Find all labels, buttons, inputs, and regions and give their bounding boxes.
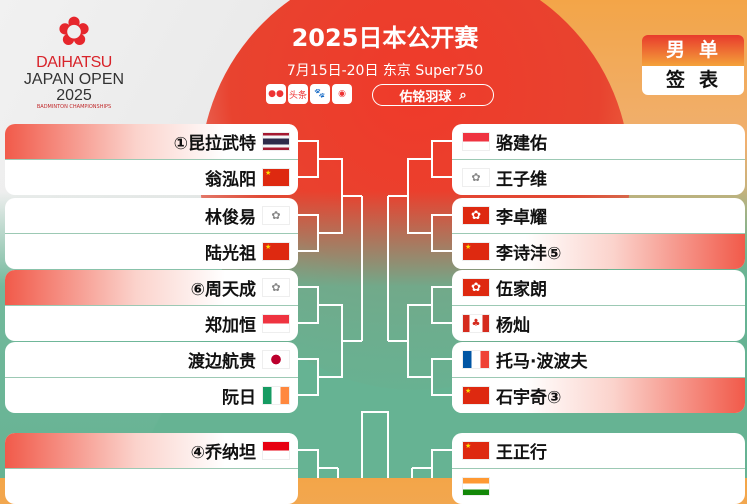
flag-ca-icon: ♣: [462, 314, 490, 333]
badge-bottom: 签表: [642, 66, 744, 95]
player-name: 王正行: [496, 443, 547, 463]
player-row[interactable]: ✿ 李卓耀: [452, 198, 745, 233]
social-icons: ●● 头条 🐾 ◉: [266, 84, 352, 104]
player-name: 骆建佑: [496, 134, 547, 154]
player-row[interactable]: 石宇奇③: [452, 377, 745, 413]
player-row[interactable]: ④乔纳坦: [5, 433, 298, 468]
flag-hk-icon: ✿: [462, 278, 490, 297]
player-name: ①昆拉武特: [173, 134, 256, 154]
player-row[interactable]: 郑加恒: [5, 305, 298, 341]
player-row[interactable]: 翁泓阳: [5, 159, 298, 195]
player-row[interactable]: 渡边航贵: [5, 342, 298, 377]
match-card: ①昆拉武特翁泓阳: [5, 124, 298, 195]
player-row[interactable]: 王正行: [452, 433, 745, 468]
flower-logo-icon: ✿: [57, 9, 91, 55]
player-row[interactable]: [5, 468, 298, 504]
player-row[interactable]: 骆建佑: [452, 124, 745, 159]
player-name: 阮日: [222, 388, 256, 408]
player-name: ⑥周天成: [190, 280, 256, 300]
player-name: 李卓耀: [496, 208, 547, 228]
flag-fr-icon: [462, 350, 490, 369]
flag-cn-icon: [262, 242, 290, 261]
player-name: 翁泓阳: [205, 170, 256, 190]
headline-icon[interactable]: 头条: [288, 84, 308, 104]
match-card: ✿ 伍家朗 ♣ 杨灿: [452, 270, 745, 341]
flag-th-icon: [262, 132, 290, 151]
category-badge: 男单 签表: [642, 35, 744, 95]
flag-cn-icon: [262, 168, 290, 187]
match-card: 骆建佑 ✿ 王子维: [452, 124, 745, 195]
player-name: 李诗沣⑤: [496, 244, 562, 264]
player-row[interactable]: 陆光祖: [5, 233, 298, 269]
logo-brand: DAIHATSU: [36, 54, 112, 71]
logo-sub: BADMINTON CHAMPIONSHIPS: [36, 104, 112, 110]
player-row[interactable]: ✿ 伍家朗: [452, 270, 745, 305]
player-row[interactable]: ⑥周天成 ✿: [5, 270, 298, 305]
badge-top: 男单: [642, 35, 744, 66]
player-name: 陆光祖: [205, 244, 256, 264]
daihatsu-logo: ✿ DAIHATSU JAPAN OPEN 2025 BADMINTON CHA…: [4, 10, 144, 110]
player-name: 林俊易: [205, 208, 256, 228]
player-row[interactable]: ✿ 王子维: [452, 159, 745, 195]
flag-ie-icon: [262, 386, 290, 405]
flag-id-icon: [262, 441, 290, 460]
player-name: 郑加恒: [205, 316, 256, 336]
logo-event: JAPAN OPEN 2025: [23, 71, 125, 104]
search-icon: ⌕: [459, 87, 467, 103]
toutiao-icon[interactable]: ●●: [266, 84, 286, 104]
flag-jp-icon: [262, 350, 290, 369]
match-card: ⑥周天成 ✿ 郑加恒: [5, 270, 298, 341]
player-name: 王子维: [496, 170, 547, 190]
page-title: 2025日本公开赛: [291, 24, 479, 52]
flag-tpe-icon: ✿: [262, 278, 290, 297]
match-card: ④乔纳坦: [5, 433, 298, 504]
flag-sg-icon: [262, 314, 290, 333]
event-subtitle: 7月15日-20日 东京 Super750: [286, 63, 484, 79]
player-row[interactable]: 林俊易 ✿: [5, 198, 298, 233]
player-row[interactable]: ♣ 杨灿: [452, 305, 745, 341]
flag-hk-icon: ✿: [462, 206, 490, 225]
player-row[interactable]: ①昆拉武特: [5, 124, 298, 159]
match-card: 王正行: [452, 433, 745, 504]
flag-cn-icon: [462, 386, 490, 405]
flag-tpe-icon: ✿: [262, 206, 290, 225]
match-card: 托马·波波夫石宇奇③: [452, 342, 745, 413]
player-name: 石宇奇③: [496, 388, 562, 408]
search-box[interactable]: 佑铭羽球 ⌕: [372, 84, 494, 106]
search-label: 佑铭羽球: [399, 89, 452, 105]
player-row[interactable]: 阮日: [5, 377, 298, 413]
player-name: 伍家朗: [496, 280, 547, 300]
match-card: 林俊易 ✿ 陆光祖: [5, 198, 298, 269]
flag-tpe-icon: ✿: [462, 168, 490, 187]
weibo-icon[interactable]: ◉: [332, 84, 352, 104]
player-row[interactable]: 李诗沣⑤: [452, 233, 745, 269]
flag-cn-icon: [462, 441, 490, 460]
player-name: 渡边航贵: [188, 352, 256, 372]
baidu-icon[interactable]: 🐾: [310, 84, 330, 104]
player-name: 托马·波波夫: [496, 352, 588, 372]
match-card: 渡边航贵阮日: [5, 342, 298, 413]
flag-cn-icon: [462, 242, 490, 261]
bracket-lines: [0, 0, 747, 478]
player-name: 杨灿: [496, 316, 530, 336]
player-row[interactable]: 托马·波波夫: [452, 342, 745, 377]
match-card: ✿ 李卓耀李诗沣⑤: [452, 198, 745, 269]
player-name: ④乔纳坦: [190, 443, 256, 463]
flag-in-icon: [462, 477, 490, 496]
flag-sg-icon: [462, 132, 490, 151]
player-row[interactable]: [452, 468, 745, 504]
